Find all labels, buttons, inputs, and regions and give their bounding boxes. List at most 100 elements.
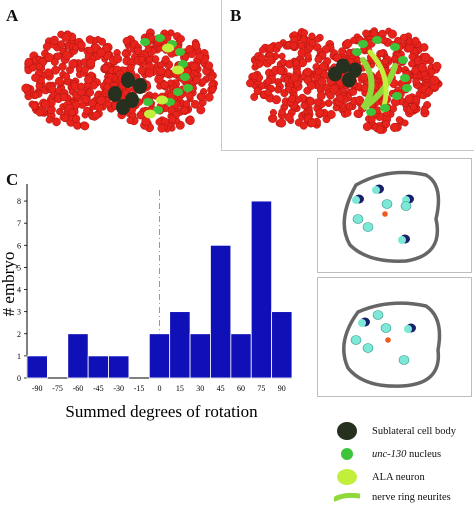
embryo-cell [278,108,286,116]
embryo-cell [160,80,169,89]
embryo-cell [92,111,101,120]
embryo-cell [59,92,69,102]
unc130-nucleus [173,88,183,96]
embryo-cell [207,73,216,82]
embryo-cell [103,83,112,91]
embryo-cell [68,108,76,117]
unc130-nucleus [183,84,193,92]
embryo-cell [420,106,429,114]
embryo-cell [185,44,194,54]
x-tick-label: 30 [196,384,204,393]
embryo-cell [360,83,369,93]
embryo-cell [157,66,166,76]
unc130-nucleus [180,73,190,81]
x-tick-label: -15 [134,384,145,393]
embryo-cell [404,94,414,104]
embryo-cell [197,92,206,101]
embryo-cell [315,108,325,117]
histogram-bar [169,311,191,379]
embryo-cell [151,92,159,100]
embryo-cell [113,54,123,64]
unc130-nucleus [175,48,185,56]
embryo-cell [144,68,154,78]
embryo-cell [199,78,207,86]
ala-neuron [156,95,168,105]
unc130-nucleus-icon [334,444,360,464]
embryo-cell [41,99,51,109]
embryo-cell [324,99,333,108]
embryo-cell [389,105,398,113]
x-tick-label: 75 [257,384,265,393]
embryo-cell [96,48,106,58]
embryo-cell [276,118,287,128]
legend-label-neurites: nerve ring neurites [372,492,451,503]
ala-neuron [172,65,184,75]
embryo-cell [313,98,322,107]
embryo-cell [81,95,91,104]
embryo-cell [375,125,385,134]
histogram-bar [108,355,130,379]
x-axis-title: Summed degrees of rotation [65,402,258,421]
embryo-cell [80,121,90,131]
embryo-cell [306,97,316,106]
embryo-cell [77,82,85,91]
embryo-cell [49,35,59,45]
embryo-cell [57,40,66,48]
histogram-bar [230,333,252,379]
nucleus [352,196,360,204]
legend-text: nucleus [406,448,442,460]
nucleus [372,310,384,320]
panel-divider-ab [221,0,222,150]
x-tick-label: -75 [52,384,63,393]
embryo-cell [401,119,409,127]
embryo-cell [35,108,44,117]
embryo-cell [86,88,95,97]
embryo-cell [54,76,64,86]
legend-label-sublateral: Sublateral cell body [372,426,456,437]
embryo-cell [84,75,93,85]
embryo-cell [411,36,420,45]
embryo-cell [314,55,323,64]
sublateral-cell [133,78,147,94]
panel-label-c: C [6,170,19,189]
panel-divider-top [221,150,474,151]
embryo-cell [266,55,276,65]
ala-neuron-icon [334,467,360,487]
embryo-cell [180,106,189,115]
embryo-cell [264,77,273,86]
embryo-cell [300,29,309,37]
embryo-cell [304,52,312,60]
unc130-nucleus [380,104,390,112]
embryo-cell [278,52,286,60]
embryo-cell [145,56,153,64]
embryo-cell [359,72,369,82]
embryo-cell [195,52,204,61]
histogram-bar [271,311,293,379]
y-tick-label: 5 [17,263,21,272]
nucleus [362,222,374,232]
sublateral-cell-icon [334,421,360,441]
sublateral-cell [328,66,342,82]
embryo-cell [417,63,427,73]
embryo-cell [154,74,164,84]
embryo-cell [127,63,135,72]
embryo-cell [297,48,307,58]
embryo-cell [381,119,391,129]
x-tick-label: 15 [176,384,184,393]
embryo-cell [412,77,420,86]
embryo-cell [204,92,214,102]
embryo-cell [60,113,70,123]
legend-gene-name: unc-130 [372,448,407,460]
legend-item-unc130: unc-130 nucleus [334,443,441,465]
embryo-cell [314,68,323,76]
y-tick-label: 1 [17,352,21,361]
embryo-a [21,28,218,133]
embryo-cell [42,42,52,51]
embryo-cell [292,59,300,67]
embryo-cell [395,116,404,124]
cross-section-d [342,170,441,263]
embryo-cell [353,109,363,118]
nerve-ring-neurite [367,49,389,113]
unc130-nucleus [155,34,165,42]
